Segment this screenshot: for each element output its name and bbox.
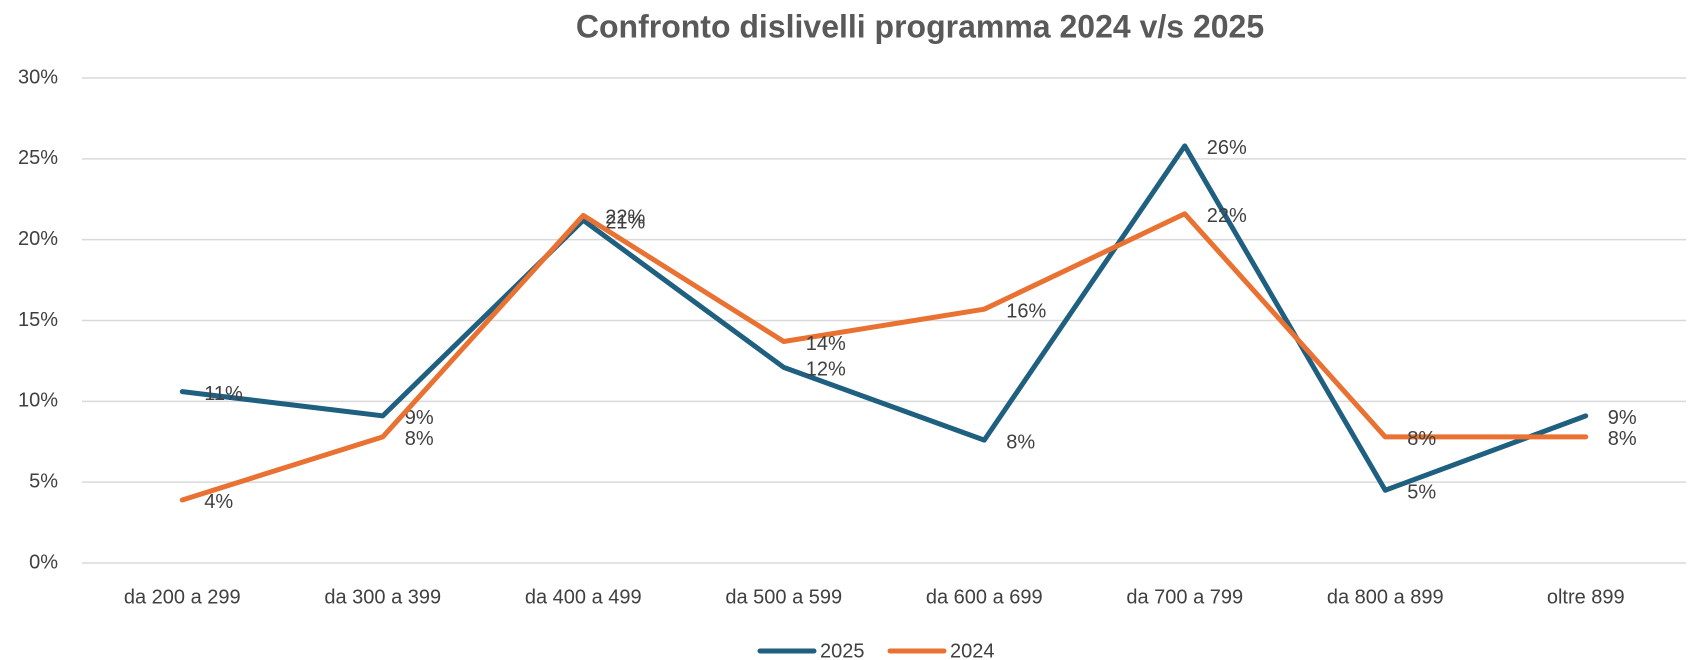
data-label: 9% xyxy=(1608,407,1637,429)
legend-label: 2024 xyxy=(950,640,995,660)
data-label: 22% xyxy=(605,207,645,229)
chart-title: Confronto dislivelli programma 2024 v/s … xyxy=(576,8,1264,44)
data-label: 22% xyxy=(1207,205,1247,227)
series-line xyxy=(179,143,1589,493)
y-tick-label: 15% xyxy=(18,309,58,331)
data-label: 5% xyxy=(1407,482,1436,504)
data-label: 14% xyxy=(806,333,846,355)
data-label: 12% xyxy=(806,359,846,381)
data-label: 8% xyxy=(1006,431,1035,453)
x-tick-label: da 700 a 799 xyxy=(1126,586,1243,608)
x-tick-label: da 400 a 499 xyxy=(525,586,642,608)
x-tick-label: da 200 a 299 xyxy=(124,586,241,608)
data-label: 16% xyxy=(1006,300,1046,322)
data-label: 8% xyxy=(1608,428,1637,450)
data-label: 26% xyxy=(1207,137,1247,159)
data-label: 8% xyxy=(405,428,434,450)
y-tick-label: 25% xyxy=(18,147,58,169)
x-tick-label: da 300 a 399 xyxy=(324,586,441,608)
data-label: 8% xyxy=(1407,428,1436,450)
y-tick-label: 0% xyxy=(29,551,58,573)
data-label: 4% xyxy=(204,491,233,513)
legend-label: 2025 xyxy=(820,640,865,660)
x-tick-label: oltre 899 xyxy=(1547,586,1625,608)
y-tick-label: 30% xyxy=(18,66,58,88)
data-label: 21% xyxy=(605,212,645,234)
x-tick-label: da 600 a 699 xyxy=(926,586,1043,608)
y-tick-label: 5% xyxy=(29,470,58,492)
x-tick-label: da 500 a 599 xyxy=(725,586,842,608)
series-line xyxy=(179,211,1589,503)
data-label: 9% xyxy=(405,407,434,429)
data-label: 11% xyxy=(204,383,243,405)
y-tick-label: 10% xyxy=(18,390,58,412)
y-tick-label: 20% xyxy=(18,228,58,250)
x-tick-label: da 800 a 899 xyxy=(1327,586,1444,608)
